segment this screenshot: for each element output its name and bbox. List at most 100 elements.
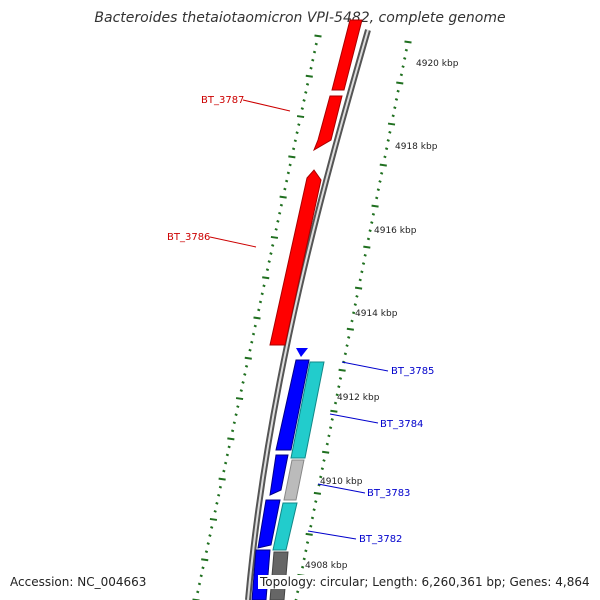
inner-track-tick [244, 356, 252, 360]
outer-track-tick [383, 155, 387, 159]
inner-track-tick [305, 82, 310, 86]
gene-bt-3784-block[interactable] [290, 361, 325, 459]
gene-bt-3786-arrow[interactable] [269, 169, 322, 346]
inner-track-tick [201, 566, 205, 570]
inner-track-tick [269, 252, 273, 255]
outer-track-tick [399, 73, 404, 77]
inner-track-tick [278, 211, 282, 215]
inner-track-tick [208, 534, 212, 537]
outer-track-tick [328, 426, 333, 430]
outer-track-tick [345, 344, 349, 348]
leader-bt-3787 [242, 99, 291, 112]
outer-track-tick [317, 483, 321, 487]
inner-track-tick [279, 195, 287, 199]
gene-bt-3782-block[interactable] [272, 502, 298, 551]
outer-track-tick [330, 418, 334, 421]
inner-track-tick [270, 235, 279, 239]
genome-summary-label: Topology: circular; Length: 6,260,361 bp… [258, 575, 592, 589]
inner-track-tick [241, 381, 245, 384]
inner-track-tick [271, 244, 275, 247]
outer-track-tick [337, 385, 341, 389]
inner-track-tick [206, 542, 210, 546]
outer-track-tick [343, 352, 348, 356]
inner-track-tick [300, 107, 304, 110]
outer-track-tick [322, 459, 326, 462]
outer-track-tick [335, 393, 339, 397]
outer-track-tick [404, 48, 408, 52]
gene-label-bt-3784[interactable]: BT_3784 [380, 419, 423, 430]
inner-track-tick [286, 171, 290, 175]
outer-track-tick [403, 56, 407, 60]
inner-track-tick [293, 139, 297, 143]
outer-track-tick [366, 237, 371, 241]
outer-track-tick [327, 434, 331, 438]
tick-label-4914: 4914 kbp [355, 309, 398, 319]
inner-track-tick [218, 485, 223, 489]
outer-track-tick [319, 475, 323, 479]
tick-label-4912: 4912 kbp [337, 393, 380, 403]
outer-track-tick [330, 409, 338, 413]
outer-track-tick [386, 139, 390, 142]
leader-bt-3784 [329, 413, 379, 424]
inner-track-tick [248, 348, 252, 352]
outer-track-tick [375, 196, 379, 200]
gene-label-bt-3782[interactable]: BT_3782 [359, 534, 402, 545]
gene-blue-block-b[interactable] [257, 499, 281, 549]
outer-track-tick [361, 262, 366, 265]
gene-bt-3785-arrow[interactable] [275, 348, 310, 451]
gene-bt-3783-block[interactable] [283, 459, 305, 501]
tick-label-4920: 4920 kbp [416, 59, 459, 69]
inner-track-tick [291, 147, 296, 151]
outer-track-tick [309, 524, 313, 528]
inner-track-tick [232, 421, 236, 425]
leader-bt-3785 [341, 361, 389, 372]
inner-track-tick [276, 219, 280, 223]
outer-track-tick [310, 516, 315, 520]
outer-track-tick [352, 311, 356, 315]
inner-track-tick [235, 397, 244, 401]
inner-track-tick [296, 115, 305, 119]
inner-track-tick [217, 493, 221, 497]
tick-label-4908: 4908 kbp [305, 561, 348, 571]
inner-track-tick [267, 260, 271, 264]
inner-track-tick [201, 558, 209, 562]
outer-track-tick [296, 590, 300, 594]
outer-track-tick [376, 188, 380, 192]
outer-track-tick [371, 204, 379, 208]
tick-label-4910: 4910 kbp [320, 477, 363, 487]
outer-track-tick [394, 98, 399, 101]
inner-track-tick [311, 58, 315, 62]
outer-track-tick [388, 130, 392, 134]
inner-track-tick [210, 526, 214, 529]
outer-track-tick [300, 565, 305, 569]
gene-blue-block-a[interactable] [269, 454, 289, 496]
gene-label-bt-3787[interactable]: BT_3787 [201, 95, 244, 106]
inner-track-tick [196, 590, 200, 594]
inner-track-tick [230, 429, 235, 433]
inner-track-tick [258, 300, 263, 304]
gene-label-bt-3785[interactable]: BT_3785 [391, 366, 434, 377]
outer-track-tick [338, 368, 346, 372]
outer-track-tick [363, 253, 367, 257]
tick-label-4918: 4918 kbp [395, 142, 438, 152]
outer-track-tick [358, 278, 362, 282]
inner-track-tick [253, 324, 257, 328]
gene-bt-3787-arrow[interactable] [312, 19, 363, 152]
outer-track-tick [305, 532, 313, 536]
leader-bt-3786 [209, 236, 257, 248]
outer-track-tick [384, 147, 389, 151]
outer-track-tick [360, 270, 364, 274]
inner-track-tick [260, 292, 264, 296]
gene-label-bt-3783[interactable]: BT_3783 [367, 488, 410, 499]
inner-track-tick [239, 389, 243, 392]
outer-track-tick [320, 467, 324, 471]
outer-track-tick [393, 106, 397, 110]
outer-track-tick [312, 508, 316, 512]
inner-track-tick [251, 332, 256, 336]
gene-label-bt-3786[interactable]: BT_3786 [167, 232, 210, 243]
inner-track-tick [279, 203, 284, 207]
outer-track-tick [354, 286, 363, 290]
outer-track-tick [378, 180, 382, 183]
